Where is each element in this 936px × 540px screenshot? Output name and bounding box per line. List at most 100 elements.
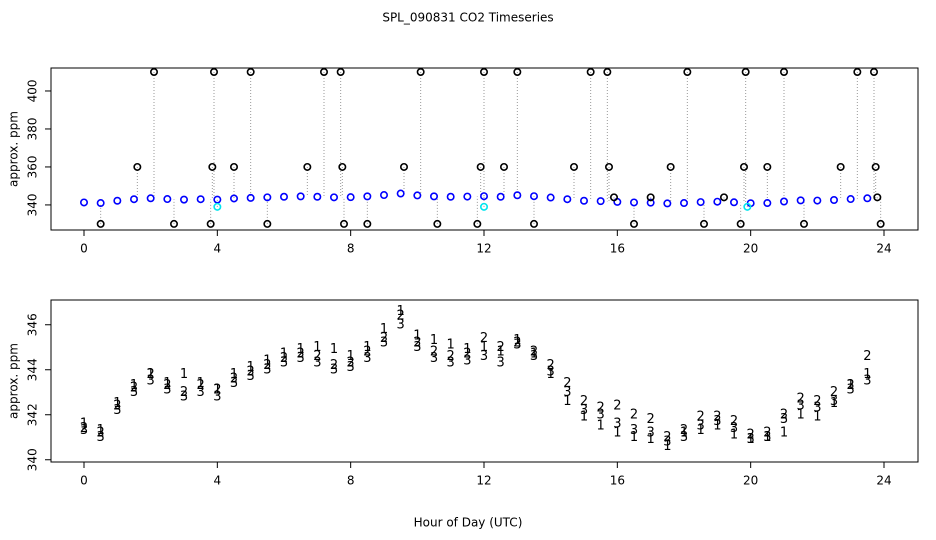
point-symbol: 3 — [230, 376, 238, 391]
point — [230, 194, 239, 203]
point — [196, 195, 205, 204]
point-symbol: 2 — [330, 358, 338, 373]
point-symbol: 3 — [480, 349, 488, 364]
point — [346, 193, 355, 202]
point-symbol: 2 — [563, 376, 571, 391]
point — [329, 193, 338, 202]
point-symbol: 3 — [663, 434, 671, 449]
point-symbol: 3 — [580, 403, 588, 418]
point-symbol: 1 — [380, 322, 388, 337]
point-symbol: 2 — [213, 383, 221, 398]
x-tick-label: 20 — [743, 242, 758, 256]
point-symbol: 1 — [330, 342, 338, 357]
point-symbol: 1 — [613, 425, 621, 440]
point — [629, 198, 638, 207]
point-symbol: 3 — [513, 338, 521, 353]
point — [303, 162, 312, 171]
point — [399, 162, 408, 171]
point — [739, 162, 748, 171]
point-symbol: 1 — [713, 419, 721, 434]
point-symbol: 3 — [730, 421, 738, 436]
point-symbol: 1 — [113, 396, 121, 411]
point-symbol: 2 — [97, 425, 105, 440]
point-symbol: 1 — [97, 423, 105, 438]
point — [150, 67, 159, 76]
point-symbol: 1 — [363, 340, 371, 355]
point-symbol: 1 — [847, 378, 855, 393]
point — [829, 195, 838, 204]
x-tick-label: 12 — [476, 474, 491, 488]
point-symbol: 3 — [697, 419, 705, 434]
point — [336, 67, 345, 76]
point-symbol: 3 — [213, 389, 221, 404]
point — [338, 162, 347, 171]
point — [546, 193, 555, 202]
point — [246, 193, 255, 202]
point-symbol: 2 — [313, 349, 321, 364]
point — [796, 196, 805, 205]
y-tick-label: 344 — [26, 358, 40, 381]
point-symbol: 2 — [430, 344, 438, 359]
y-tick-label: 346 — [26, 313, 40, 336]
y-axis-label: approx. ppm — [7, 343, 21, 419]
point — [170, 219, 179, 228]
x-tick-label: 16 — [610, 242, 625, 256]
point-symbol: 2 — [80, 421, 88, 436]
point — [479, 67, 488, 76]
point-symbol: 3 — [330, 362, 338, 377]
point-symbol: 3 — [847, 383, 855, 398]
point — [296, 192, 305, 201]
point-symbol: 1 — [780, 425, 788, 440]
point-symbol: 1 — [630, 430, 638, 445]
point-symbol: 3 — [263, 362, 271, 377]
point-symbol: 1 — [797, 407, 805, 422]
point-symbol: 3 — [747, 432, 755, 447]
point-symbol: 3 — [713, 414, 721, 429]
x-tick-label: 24 — [876, 474, 891, 488]
point — [339, 219, 348, 228]
point-symbol: 3 — [113, 403, 121, 418]
point-symbol: 1 — [647, 432, 655, 447]
point-symbol: 3 — [297, 351, 305, 366]
point — [663, 199, 672, 208]
point-symbol: 3 — [130, 385, 138, 400]
point-symbol: 3 — [280, 356, 288, 371]
x-axis-label: Hour of Day (UTC) — [414, 516, 523, 530]
point — [363, 192, 372, 201]
point-symbol: 1 — [663, 439, 671, 454]
point-symbol: 1 — [563, 394, 571, 409]
point-symbol: 2 — [497, 340, 505, 355]
point-symbol: 2 — [180, 385, 188, 400]
point — [853, 67, 862, 76]
point-symbol: 1 — [163, 376, 171, 391]
point-symbol: 2 — [697, 410, 705, 425]
y-tick-label: 340 — [26, 193, 40, 216]
point — [313, 192, 322, 201]
point — [763, 199, 772, 208]
point-symbol: 2 — [130, 380, 138, 395]
point — [210, 67, 219, 76]
point-symbol: 2 — [613, 398, 621, 413]
point-symbol: 3 — [497, 356, 505, 371]
point-symbol: 3 — [247, 369, 255, 384]
point-symbol: 3 — [563, 385, 571, 400]
point-symbol: 1 — [730, 428, 738, 443]
point — [180, 195, 189, 204]
point — [379, 191, 388, 200]
point — [603, 67, 612, 76]
point-symbol: 3 — [197, 385, 205, 400]
point-symbol: 3 — [430, 351, 438, 366]
point-symbol: 2 — [363, 344, 371, 359]
point-symbol: 2 — [413, 335, 421, 350]
point-symbol: 3 — [647, 425, 655, 440]
point-symbol: 3 — [397, 317, 405, 332]
point — [230, 162, 239, 171]
y-tick-label: 340 — [26, 448, 40, 471]
point — [473, 219, 482, 228]
point-symbol: 3 — [630, 423, 638, 438]
point-symbol: 1 — [813, 410, 821, 425]
x-tick-label: 4 — [214, 474, 222, 488]
point — [476, 162, 485, 171]
y-tick-label: 380 — [26, 118, 40, 141]
point — [479, 192, 488, 201]
